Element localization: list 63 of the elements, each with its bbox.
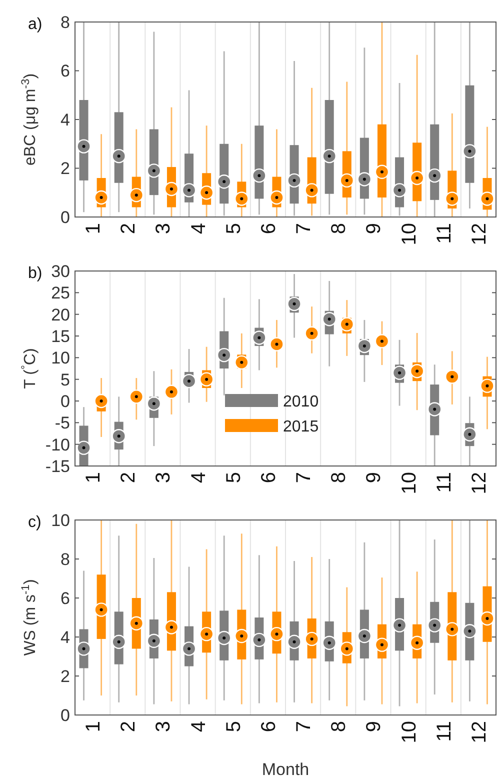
y-tick-label: -15 (45, 456, 70, 476)
x-tick-label: 6 (258, 721, 280, 732)
x-tick-label: 7 (293, 223, 316, 234)
y-tick-label: 5 (60, 370, 70, 390)
x-tick-label: 10 (398, 223, 420, 246)
x-tick-label: 4 (188, 721, 210, 732)
x-tick-label: 5 (222, 721, 245, 732)
x-tick-label: 12 (468, 223, 490, 246)
x-tick-label: 1 (82, 721, 105, 732)
x-tick-label: 3 (152, 223, 175, 234)
x-tick-label: 2 (118, 223, 140, 234)
y-tick-label: 10 (51, 348, 70, 368)
x-tick-label: 4 (188, 223, 210, 234)
x-tick-label: 10 (398, 472, 420, 494)
x-tick-label: 5 (222, 472, 245, 484)
x-tick-label: 4 (188, 472, 210, 484)
y-tick-label: 0 (60, 208, 70, 227)
x-tick-label: 11 (433, 721, 456, 742)
x-tick-label: 5 (222, 223, 245, 234)
x-tick-label: 8 (328, 472, 350, 484)
chart-title: c) (28, 514, 42, 531)
x-tick-label: 6 (258, 223, 280, 234)
y-tick-label: 20 (51, 305, 70, 324)
y-tick-label: 6 (60, 62, 70, 81)
x-tick-label: 8 (328, 721, 350, 732)
y-tick-label: 2 (60, 159, 70, 178)
y-tick-label: 30 (51, 262, 70, 281)
x-tick-label: 2 (118, 721, 140, 732)
x-tick-label: 6 (258, 472, 280, 484)
y-tick-label: 0 (60, 706, 70, 725)
x-tick-label: 3 (152, 472, 175, 484)
x-tick-label: 1 (82, 223, 105, 234)
y-tick-label: 6 (60, 588, 70, 608)
x-tick-label: 10 (398, 721, 420, 744)
y-tick-label: 8 (60, 12, 70, 32)
x-tick-label: 12 (468, 472, 490, 494)
x-tick-label: 9 (363, 721, 386, 732)
x-tick-label: 8 (328, 223, 350, 234)
legend-label: 2010 (283, 394, 319, 411)
x-tick-label: 7 (293, 721, 316, 732)
x-tick-label: 9 (363, 472, 386, 484)
chart-title: b) (28, 265, 42, 282)
x-tick-label: 3 (152, 721, 175, 732)
x-tick-label: 7 (293, 472, 316, 484)
y-tick-label: -5 (54, 414, 70, 433)
y-tick-label: 4 (60, 628, 70, 647)
chart-title: a) (28, 16, 42, 33)
legend-label: 2015 (283, 418, 319, 436)
y-tick-label: 4 (60, 110, 70, 130)
y-tick-label: 0 (60, 392, 70, 411)
y-tick-label: 15 (51, 326, 70, 346)
y-tick-label: -10 (45, 435, 70, 454)
x-tick-label: 12 (468, 721, 490, 744)
x-axis-title: Month (262, 760, 310, 779)
x-tick-label: 11 (433, 472, 456, 493)
x-tick-label: 1 (82, 472, 105, 484)
y-tick-label: 10 (51, 510, 70, 530)
y-tick-label: 8 (60, 550, 70, 569)
y-tick-label: 2 (60, 666, 70, 686)
x-tick-label: 9 (363, 223, 386, 234)
x-tick-label: 2 (118, 472, 140, 484)
y-tick-label: 25 (51, 284, 70, 303)
x-tick-label: 11 (433, 223, 456, 244)
